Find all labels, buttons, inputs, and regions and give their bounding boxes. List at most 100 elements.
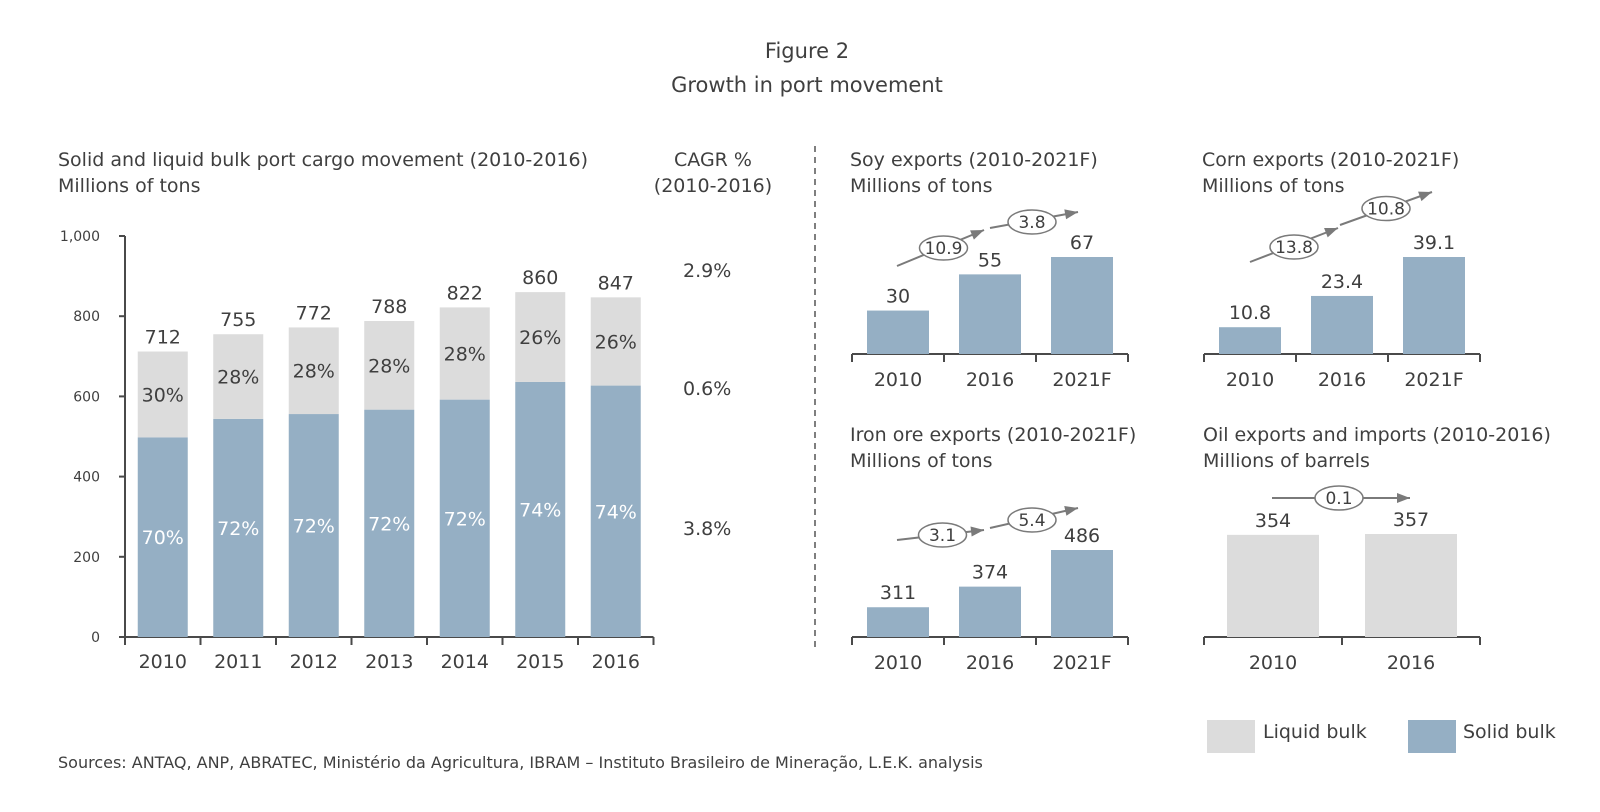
small-value-label: 374 (972, 562, 1008, 584)
main-liquid-share-label: 28% (368, 355, 410, 377)
small-x-tick-label: 2021F (1404, 369, 1463, 391)
small-bar (959, 274, 1021, 354)
main-bar-liquid (288, 327, 339, 415)
main-solid-share-label: 72% (368, 513, 410, 535)
main-total-label: 860 (522, 267, 558, 289)
main-total-label: 788 (371, 296, 407, 318)
main-solid-share-label: 74% (595, 501, 637, 523)
small-bar (1227, 534, 1319, 637)
growth-arrow-head (1064, 209, 1078, 220)
main-liquid-share-label: 26% (595, 331, 637, 353)
main-liquid-share-label: 28% (217, 367, 259, 389)
main-x-tick-label: 2012 (290, 651, 338, 673)
corn-chart: Corn exports (2010-2021F) Millions of to… (1202, 149, 1481, 391)
main-x-tick-label: 2010 (139, 651, 187, 673)
growth-rate-ellipse (917, 522, 968, 548)
main-bar-solid (213, 418, 264, 637)
legend: Liquid bulk Solid bulk (1207, 720, 1556, 753)
small-value-label: 39.1 (1413, 232, 1455, 254)
small-x-tick-label: 2016 (1318, 369, 1366, 391)
main-solid-share-label: 72% (293, 516, 335, 538)
main-bar-liquid (590, 297, 641, 386)
small-value-label: 67 (1070, 232, 1094, 254)
small-bar (1219, 327, 1281, 354)
main-bar-liquid (515, 292, 566, 382)
legend-swatch-solid (1408, 720, 1456, 753)
growth-arrow-head (1397, 493, 1410, 503)
main-x-tick-label: 2016 (592, 651, 640, 673)
main-y-tick-label: 800 (73, 309, 100, 325)
small-bar (1051, 550, 1113, 637)
main-bar-solid (364, 409, 415, 637)
small-x-tick-label: 2021F (1052, 652, 1111, 674)
small-x-tick-label: 2016 (966, 652, 1014, 674)
small-x-tick-label: 2016 (966, 369, 1014, 391)
main-total-label: 822 (447, 282, 483, 304)
small-value-label: 354 (1255, 510, 1291, 532)
main-solid-share-label: 70% (142, 527, 184, 549)
small-bar (1051, 257, 1113, 354)
small-x-tick-label: 2010 (874, 369, 922, 391)
cagr-header: CAGR % (674, 149, 752, 171)
growth-rate-ellipse (1269, 234, 1319, 260)
growth-arrow-head (1418, 191, 1432, 202)
main-y-tick-label: 1,000 (60, 229, 100, 245)
growth-rate-label: 10.9 (925, 239, 963, 259)
main-solid-share-label: 74% (519, 499, 561, 521)
main-chart-unit: Millions of tons (58, 175, 200, 197)
small-bar (1403, 257, 1465, 354)
small-value-label: 23.4 (1321, 271, 1363, 293)
growth-rate-ellipse (1007, 209, 1057, 235)
small-value-label: 30 (886, 286, 910, 308)
small-bar (1365, 534, 1457, 637)
growth-arrow-head (970, 230, 984, 240)
small-value-label: 55 (978, 249, 1002, 271)
small-bar (867, 607, 929, 637)
main-bar-liquid (137, 351, 188, 438)
growth-rate-ellipse (1007, 507, 1057, 533)
growth-rate-ellipse (1314, 485, 1364, 511)
growth-rate-label: 13.8 (1275, 238, 1313, 258)
cagr-total: 2.9% (683, 260, 731, 282)
main-y-tick-label: 400 (73, 470, 100, 486)
growth-rate-label: 3.1 (929, 526, 956, 546)
main-liquid-share-label: 30% (142, 384, 184, 406)
main-x-tick-label: 2013 (365, 651, 413, 673)
main-y-tick-label: 0 (91, 630, 100, 646)
main-total-label: 712 (145, 326, 181, 348)
main-bar-solid (515, 381, 566, 637)
cagr-period: (2010-2016) (654, 175, 772, 197)
main-y-tick-label: 600 (73, 389, 100, 405)
growth-rate-label: 0.1 (1325, 489, 1352, 509)
small-bar (959, 586, 1021, 637)
growth-rate-label: 3.8 (1018, 213, 1045, 233)
corn-chart-title: Corn exports (2010-2021F) (1202, 149, 1459, 171)
soy-chart-unit: Millions of tons (850, 175, 992, 197)
small-x-tick-label: 2010 (874, 652, 922, 674)
main-bar-liquid (213, 334, 264, 419)
oil-chart: Oil exports and imports (2010-2016) Mill… (1203, 424, 1551, 674)
main-solid-share-label: 72% (444, 508, 486, 530)
small-bar (1311, 295, 1373, 354)
legend-label-solid: Solid bulk (1463, 721, 1556, 743)
main-chart-title: Solid and liquid bulk port cargo movemen… (58, 149, 588, 171)
main-liquid-share-label: 28% (444, 343, 486, 365)
small-value-label: 311 (880, 582, 916, 604)
small-value-label: 486 (1064, 525, 1100, 547)
growth-rate-ellipse (1361, 195, 1411, 222)
main-bar-solid (439, 399, 490, 637)
soy-chart: Soy exports (2010-2021F) Millions of ton… (850, 149, 1129, 391)
cagr-liquid: 0.6% (683, 378, 731, 400)
main-bar-solid (137, 437, 188, 637)
legend-swatch-liquid (1207, 720, 1255, 753)
main-bar-liquid (439, 307, 490, 400)
growth-arrow-head (970, 526, 984, 537)
small-x-tick-label: 2016 (1387, 652, 1435, 674)
small-x-tick-label: 2010 (1226, 369, 1274, 391)
main-x-tick-label: 2015 (516, 651, 564, 673)
main-total-label: 847 (598, 272, 634, 294)
small-x-tick-label: 2021F (1052, 369, 1111, 391)
main-bar-solid (590, 385, 641, 637)
main-total-label: 772 (296, 302, 332, 324)
